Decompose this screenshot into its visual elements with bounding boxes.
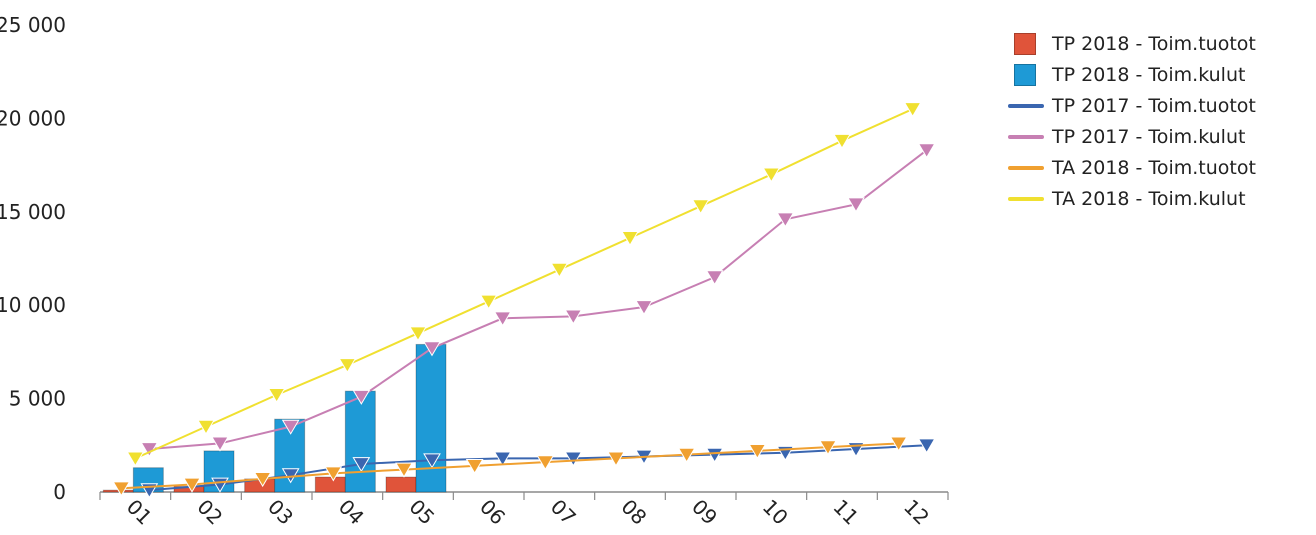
data-point (112, 481, 131, 497)
data-point (465, 458, 484, 475)
legend-label: TP 2018 - Toim.tuotot (1052, 32, 1256, 55)
legend-item: TA 2018 - Toim.tuotot (1008, 152, 1308, 183)
x-tick-label: 09 (687, 495, 722, 530)
x-tick-label: 12 (899, 495, 934, 530)
data-point (776, 212, 795, 228)
data-point (211, 436, 229, 452)
data-point (677, 447, 696, 463)
data-point (197, 419, 215, 435)
legend-line-swatch (1008, 127, 1044, 147)
data-point (126, 451, 145, 467)
data-point (621, 231, 639, 247)
data-point (338, 358, 357, 374)
bar (344, 390, 376, 493)
y-tick-label: 0 (53, 480, 66, 504)
legend-line-swatch (1008, 158, 1044, 178)
data-point (833, 133, 851, 150)
data-point (183, 477, 201, 493)
y-tick-label: 20 000 (0, 106, 66, 130)
legend-item: TP 2018 - Toim.kulut (1008, 59, 1308, 90)
bar (314, 476, 346, 493)
data-point (493, 311, 512, 327)
x-tick-label: 04 (334, 495, 369, 530)
series-line (134, 108, 914, 460)
bar (385, 476, 417, 493)
legend-label: TP 2018 - Toim.kulut (1052, 63, 1246, 86)
legend-box-swatch (1014, 63, 1036, 86)
chart-bars (102, 343, 447, 493)
x-tick-label: 11 (828, 495, 863, 530)
data-point (705, 447, 724, 463)
legend-box-swatch (1014, 32, 1036, 55)
x-tick-label: 08 (616, 495, 651, 530)
data-point (635, 300, 653, 316)
legend-item: TP 2018 - Toim.tuotot (1008, 28, 1308, 59)
data-point (536, 455, 555, 471)
data-point (917, 438, 936, 454)
data-point (748, 444, 767, 460)
data-point (281, 419, 300, 435)
data-point (847, 197, 865, 213)
data-point (423, 341, 441, 357)
data-point (423, 453, 441, 469)
series-line (149, 149, 928, 451)
data-point (917, 143, 936, 159)
y-tick-label: 25 000 (0, 13, 66, 37)
y-tick-label: 15 000 (0, 200, 66, 224)
legend-line-swatch (1008, 96, 1044, 116)
x-tick-label: 01 (122, 495, 157, 530)
data-point (564, 309, 583, 325)
chart-axes (99, 491, 949, 500)
data-point (819, 440, 837, 456)
y-tick-label: 10 000 (0, 293, 66, 317)
x-tick-label: 06 (475, 495, 510, 530)
data-point (324, 466, 343, 482)
data-point (409, 326, 427, 342)
data-point (493, 451, 512, 467)
data-point (903, 102, 922, 118)
legend-item: TA 2018 - Toim.kulut (1008, 183, 1308, 214)
data-point (352, 457, 371, 473)
bar (415, 343, 447, 493)
legend-label: TA 2018 - Toim.tuotot (1052, 156, 1256, 179)
x-tick-label: 03 (263, 495, 298, 530)
data-point (564, 451, 583, 467)
data-point (762, 167, 781, 183)
y-tick-label: 5 000 (9, 387, 66, 411)
data-point (352, 389, 371, 405)
legend-item: TP 2017 - Toim.kulut (1008, 121, 1308, 152)
data-point (550, 262, 569, 278)
legend-label: TA 2018 - Toim.kulut (1052, 187, 1246, 210)
data-point (607, 451, 625, 467)
x-tick-label: 07 (546, 495, 581, 530)
series-line (121, 442, 899, 490)
legend-label: TP 2017 - Toim.tuotot (1052, 94, 1256, 117)
data-point (705, 270, 724, 286)
legend-line-swatch (1008, 189, 1044, 209)
legend-item: TP 2017 - Toim.tuotot (1008, 90, 1308, 121)
data-point (691, 199, 710, 215)
legend-label: TP 2017 - Toim.kulut (1052, 125, 1246, 148)
data-point (889, 436, 908, 452)
chart-legend: TP 2018 - Toim.tuotot TP 2018 - Toim.kulu… (1008, 28, 1308, 214)
x-tick-label: 10 (758, 495, 793, 530)
data-point (253, 472, 272, 488)
x-tick-label: 02 (192, 495, 227, 530)
data-point (479, 294, 498, 310)
x-tick-label: 05 (404, 495, 439, 530)
data-point (395, 462, 413, 478)
chart-lines (112, 102, 936, 499)
data-point (267, 387, 286, 404)
